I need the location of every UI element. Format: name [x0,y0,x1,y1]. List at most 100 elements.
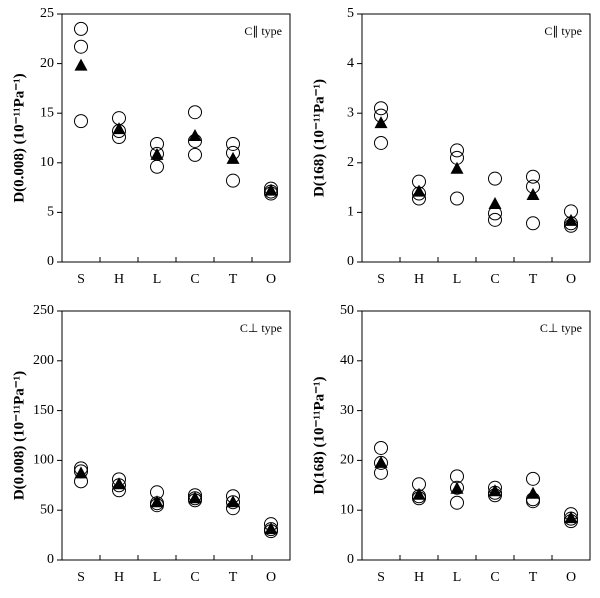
x-tick-label: C [490,570,499,585]
y-tick-label: 0 [47,552,54,567]
y-tick-label: 15 [40,105,54,120]
y-axis-label: D(0.008) (10⁻¹¹Pa⁻¹) [11,73,27,202]
plot-frame [361,13,591,263]
y-tick-label: 20 [40,56,54,71]
sample-marker [374,135,388,150]
x-tick-label: H [414,570,424,585]
x-tick-label: O [566,570,576,585]
sample-marker [74,39,88,54]
x-tick-label: L [453,272,462,287]
y-tick-label: 250 [33,303,54,318]
mean-marker [188,491,202,504]
annotation: C⊥ type [540,321,582,335]
x-tick-label: L [153,272,162,287]
sample-marker [374,101,388,116]
sample-marker [374,465,388,480]
mean-marker [374,116,388,129]
y-tick-label: 10 [340,502,354,517]
x-tick-label: T [229,272,238,287]
sample-marker [188,105,202,120]
plot-frame [61,13,291,263]
mean-marker [564,213,578,226]
sample-marker [450,480,464,495]
mean-marker [488,484,502,497]
x-tick-label: C [190,272,199,287]
y-tick-label: 40 [340,353,354,368]
sample-marker [374,440,388,455]
mean-marker [150,147,164,160]
annotation: C⊥ type [240,321,282,335]
mean-marker [74,466,88,479]
x-tick-label: O [266,272,276,287]
x-tick-label: S [377,570,385,585]
sample-marker [488,171,502,186]
mean-marker [450,161,464,174]
x-tick-label: H [114,272,124,287]
mean-marker [188,129,202,142]
x-tick-label: O [566,272,576,287]
mean-marker [412,184,426,197]
y-tick-label: 1 [347,205,354,220]
y-tick-label: 10 [40,155,54,170]
mean-marker [264,183,278,196]
mean-marker [450,481,464,494]
x-tick-label: L [153,570,162,585]
annotation: C∥ type [544,24,582,38]
y-tick-label: 20 [340,453,354,468]
y-tick-label: 150 [33,403,54,418]
plot-frame [361,310,591,561]
sample-marker [488,212,502,227]
y-tick-label: 30 [340,403,354,418]
y-tick-label: 0 [47,254,54,269]
mean-marker [526,486,540,499]
x-tick-label: T [229,570,238,585]
x-tick-label: S [377,272,385,287]
mean-marker [564,511,578,524]
mean-marker [374,455,388,468]
mean-marker [488,196,502,209]
y-tick-label: 0 [347,552,354,567]
y-tick-label: 200 [33,353,54,368]
y-tick-label: 25 [40,6,54,21]
annotation: C∥ type [244,24,282,38]
mean-marker [412,487,426,500]
mean-marker [226,151,240,164]
mean-marker [150,495,164,508]
mean-marker [112,122,126,135]
x-tick-label: T [529,272,538,287]
mean-marker [526,188,540,201]
y-tick-label: 50 [340,303,354,318]
mean-marker [226,495,240,508]
sample-marker [526,216,540,231]
y-tick-label: 50 [40,502,54,517]
y-tick-label: 4 [347,56,354,71]
sample-marker [74,21,88,36]
x-tick-label: C [490,272,499,287]
plot-frame [61,310,291,561]
y-axis-label: D(0.008) (10⁻¹¹Pa⁻¹) [11,371,27,500]
x-tick-label: H [114,570,124,585]
y-tick-label: 5 [347,6,354,21]
sample-marker [450,191,464,206]
mean-marker [74,58,88,71]
sample-marker [450,143,464,158]
sample-marker [526,169,540,184]
x-tick-label: T [529,570,538,585]
y-axis-label: D(168) (10⁻¹¹Pa⁻¹) [311,376,327,494]
x-tick-label: S [77,272,85,287]
sample-marker [226,136,240,151]
y-tick-label: 0 [347,254,354,269]
sample-marker [188,147,202,162]
x-tick-label: S [77,570,85,585]
x-tick-label: H [414,272,424,287]
y-tick-label: 3 [347,105,354,120]
y-tick-label: 100 [33,453,54,468]
sample-marker [150,159,164,174]
x-tick-label: C [190,570,199,585]
sample-marker [450,495,464,510]
mean-marker [112,477,126,490]
y-tick-label: 5 [47,205,54,220]
y-axis-label: D(168) (10⁻¹¹Pa⁻¹) [311,79,327,197]
x-tick-label: L [453,570,462,585]
